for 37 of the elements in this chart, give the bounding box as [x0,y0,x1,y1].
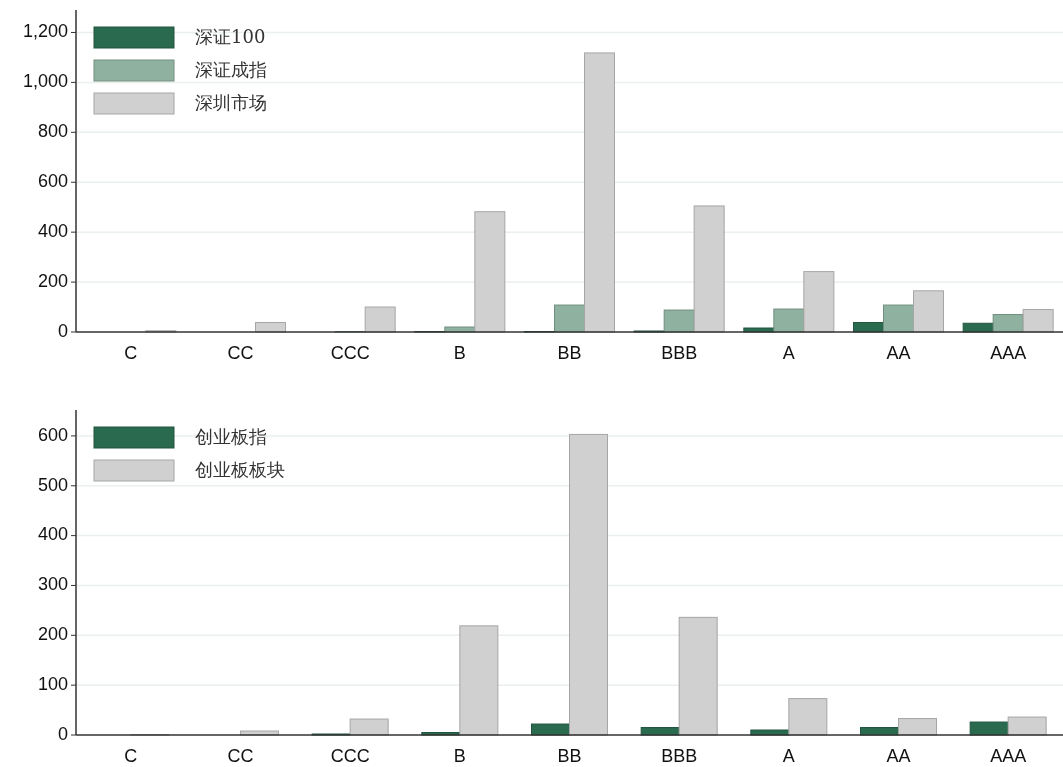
legend-label: 深圳市场 [195,92,267,113]
x-tick-label: AAA [990,342,1027,363]
legend-label: 深证成指 [195,59,267,80]
y-tick-label: 200 [37,624,68,645]
x-tick-label: BB [557,342,582,363]
x-tick-label: B [453,342,466,363]
x-tick-label: A [782,745,795,766]
x-tick-label: B [453,745,466,766]
x-tick-label: BBB [661,342,698,363]
legend-label: 深证100 [195,26,266,47]
x-tick-label: A [782,342,795,363]
x-tick-label: CCC [330,745,370,766]
x-tick-label: C [124,342,138,363]
y-tick-label: 100 [37,673,68,694]
x-tick-label: CC [227,342,254,363]
y-tick-label: 1,000 [22,71,68,92]
y-tick-label: 600 [37,424,68,445]
x-tick-label: C [124,745,138,766]
y-tick-label: 200 [37,270,68,291]
y-tick-label: 800 [37,121,68,142]
x-tick-label: CCC [330,342,370,363]
y-tick-label: 400 [37,524,68,545]
y-tick-label: 0 [57,320,68,341]
x-tick-label: AAA [990,745,1027,766]
legend-label: 创业板指 [195,426,267,447]
legend-label: 创业板板块 [195,459,285,480]
x-tick-label: AA [886,745,911,766]
x-tick-label: CC [227,745,254,766]
y-tick-label: 1,200 [22,21,68,42]
x-tick-label: BB [557,745,582,766]
y-tick-label: 300 [37,574,68,595]
y-tick-label: 400 [37,220,68,241]
y-tick-label: 600 [37,170,68,191]
x-tick-label: BBB [661,745,698,766]
x-tick-label: AA [886,342,911,363]
y-tick-label: 0 [57,723,68,744]
y-tick-label: 500 [37,474,68,495]
